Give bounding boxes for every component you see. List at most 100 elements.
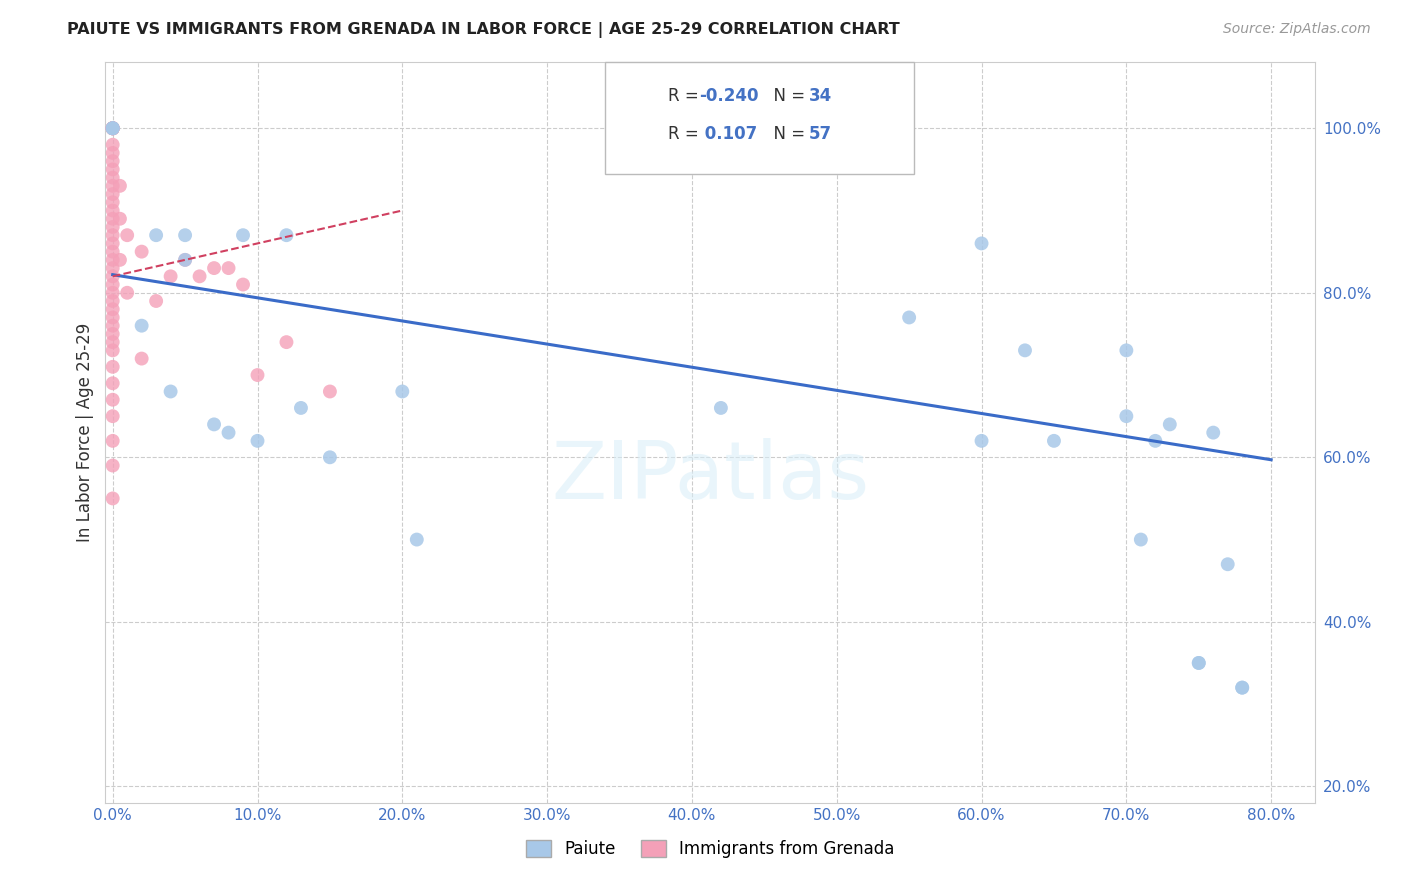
Point (115, 228, 138, 243)
Y-axis label: In Labor Force | Age 25-29: In Labor Force | Age 25-29 (76, 323, 94, 542)
Point (115, 285, 138, 300)
Point (101, 252, 124, 267)
Point (159, 269, 181, 284)
Point (290, 401, 312, 415)
Point (101, 178, 124, 193)
Point (159, 384, 181, 399)
Point (1115, 343, 1137, 358)
Point (101, 302, 124, 317)
Point (319, 450, 342, 465)
Point (101, 154, 124, 169)
Text: -0.240: -0.240 (699, 87, 758, 104)
Point (101, 458, 124, 473)
Point (218, 261, 240, 276)
Point (276, 228, 298, 243)
Text: N =: N = (763, 125, 811, 143)
Point (391, 384, 413, 399)
Point (101, 211, 124, 226)
Point (108, 178, 131, 193)
Point (101, 326, 124, 341)
Point (101, 121, 124, 136)
Point (145, 293, 167, 308)
Point (101, 137, 124, 152)
Point (898, 310, 921, 325)
Point (101, 277, 124, 292)
Point (188, 269, 211, 284)
Point (101, 121, 124, 136)
Point (1144, 434, 1167, 448)
Point (101, 195, 124, 210)
Text: 57: 57 (808, 125, 831, 143)
Point (405, 533, 427, 547)
Text: 0.107: 0.107 (699, 125, 756, 143)
Text: R =: R = (668, 87, 704, 104)
Point (202, 417, 225, 432)
Point (101, 392, 124, 407)
Point (1043, 434, 1066, 448)
Point (101, 121, 124, 136)
Point (131, 244, 153, 259)
Point (108, 252, 131, 267)
Point (131, 351, 153, 366)
Point (101, 335, 124, 350)
Point (1188, 656, 1211, 670)
Point (202, 261, 225, 276)
Point (101, 203, 124, 218)
Point (232, 228, 254, 243)
Point (246, 434, 269, 448)
Point (101, 434, 124, 448)
Point (101, 285, 124, 300)
Text: N =: N = (763, 87, 811, 104)
Point (1115, 409, 1137, 424)
Point (710, 401, 733, 415)
Point (1129, 533, 1152, 547)
Point (101, 269, 124, 284)
Point (145, 228, 167, 243)
Point (101, 409, 124, 424)
Point (232, 277, 254, 292)
Point (101, 187, 124, 202)
Point (101, 121, 124, 136)
Point (101, 170, 124, 185)
Point (101, 491, 124, 506)
Point (131, 318, 153, 333)
Point (276, 335, 298, 350)
Point (101, 244, 124, 259)
Point (1014, 343, 1036, 358)
Point (1202, 425, 1225, 440)
Point (101, 121, 124, 136)
Point (101, 121, 124, 136)
Point (319, 384, 342, 399)
Point (108, 211, 131, 226)
Text: 34: 34 (808, 87, 832, 104)
Text: ZIPatlas: ZIPatlas (551, 438, 869, 516)
Point (101, 121, 124, 136)
Point (101, 293, 124, 308)
Point (174, 228, 197, 243)
Point (1188, 656, 1211, 670)
Point (101, 236, 124, 251)
Point (246, 368, 269, 382)
Point (101, 162, 124, 177)
Point (101, 121, 124, 136)
Text: PAIUTE VS IMMIGRANTS FROM GRENADA IN LABOR FORCE | AGE 25-29 CORRELATION CHART: PAIUTE VS IMMIGRANTS FROM GRENADA IN LAB… (67, 22, 900, 38)
Text: Source: ZipAtlas.com: Source: ZipAtlas.com (1223, 22, 1371, 37)
Point (101, 376, 124, 391)
Point (1232, 681, 1254, 695)
Point (970, 236, 993, 251)
Point (174, 252, 197, 267)
Point (101, 121, 124, 136)
Point (101, 318, 124, 333)
Point (101, 310, 124, 325)
Legend: Paiute, Immigrants from Grenada: Paiute, Immigrants from Grenada (519, 833, 901, 865)
Point (218, 425, 240, 440)
Point (1216, 558, 1239, 572)
Point (101, 145, 124, 160)
Point (174, 252, 197, 267)
Text: R =: R = (668, 125, 704, 143)
Point (101, 121, 124, 136)
Point (101, 261, 124, 276)
Point (101, 359, 124, 374)
Point (101, 219, 124, 234)
Point (1159, 417, 1181, 432)
